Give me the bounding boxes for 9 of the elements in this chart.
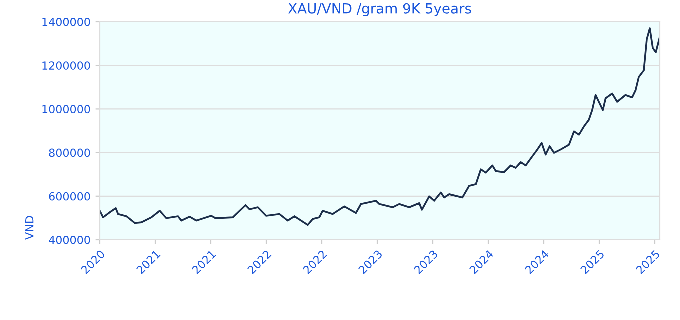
y-tick-label: 1000000 xyxy=(42,105,90,114)
y-tick-label: 800000 xyxy=(49,148,90,158)
y-axis-title: VND xyxy=(26,216,34,240)
y-tick-label: 1400000 xyxy=(42,18,90,26)
chart-title: XAU/VND /gram 9K 5years xyxy=(288,3,472,17)
line-series xyxy=(100,28,660,226)
y-tick-label: 600000 xyxy=(49,192,90,201)
y-tick-label: 400000 xyxy=(49,236,90,244)
y-tick-label: 1200000 xyxy=(42,62,90,70)
